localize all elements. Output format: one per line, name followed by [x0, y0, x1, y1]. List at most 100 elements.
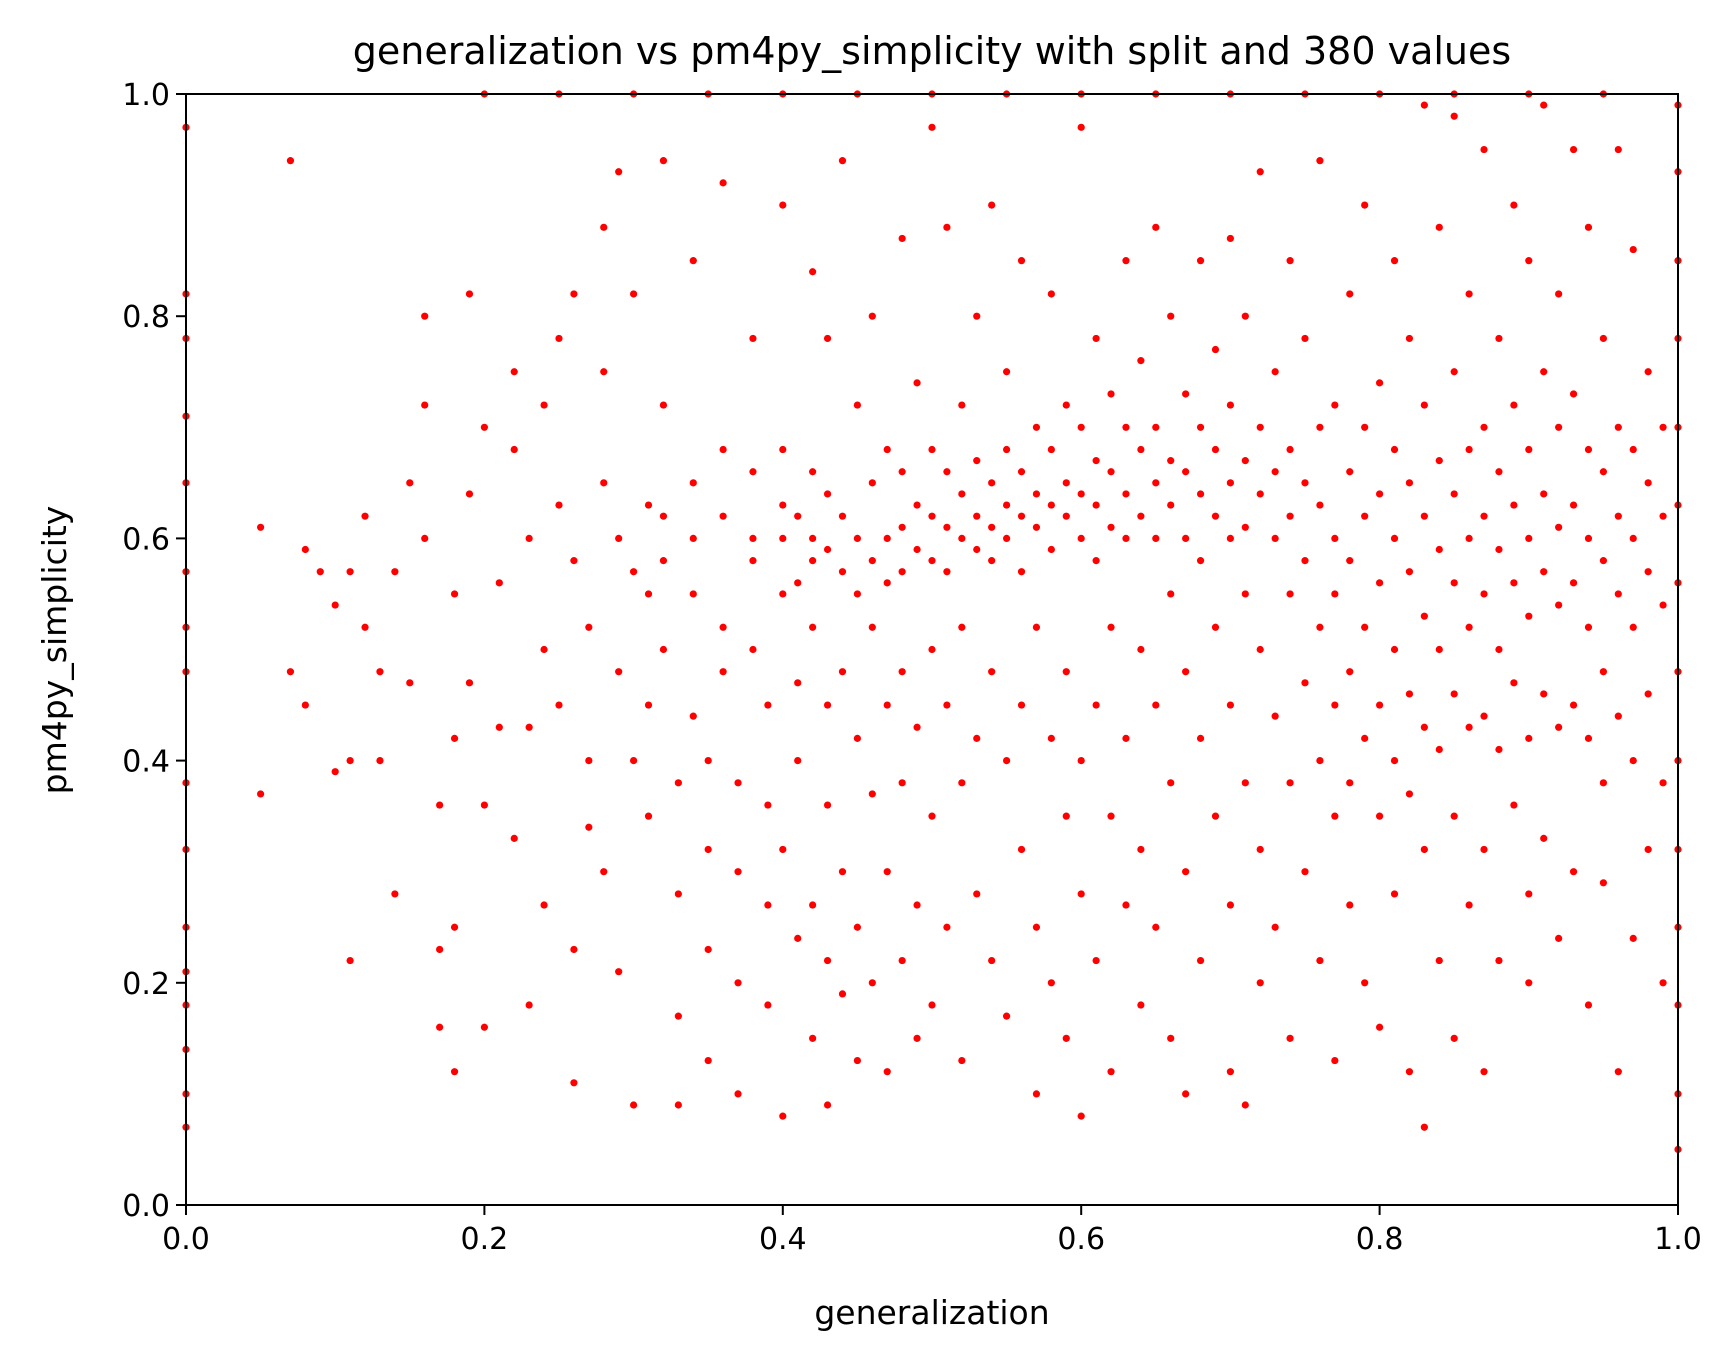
data-point	[1182, 468, 1190, 476]
data-point	[1211, 512, 1220, 520]
data-point	[1152, 479, 1160, 487]
data-point	[600, 368, 608, 376]
data-point	[1017, 701, 1026, 709]
data-point	[1361, 423, 1369, 431]
data-point	[1301, 479, 1309, 487]
data-point	[1032, 923, 1041, 931]
data-point	[1331, 401, 1339, 409]
data-point	[1435, 457, 1443, 465]
data-point	[510, 834, 518, 842]
data-point	[1301, 334, 1309, 343]
data-point	[943, 223, 951, 231]
data-point	[480, 801, 488, 809]
data-point	[1525, 890, 1533, 898]
data-point	[331, 601, 339, 609]
data-point	[1599, 334, 1607, 343]
data-point	[704, 845, 712, 854]
data-point	[1017, 568, 1026, 576]
data-point	[1241, 779, 1249, 787]
data-point	[450, 734, 459, 742]
data-point	[1614, 712, 1622, 720]
data-point	[1584, 223, 1593, 231]
data-point	[689, 712, 697, 720]
data-point	[1047, 501, 1055, 509]
data-point	[570, 1079, 578, 1087]
data-point	[1361, 623, 1369, 631]
data-point	[525, 534, 533, 543]
data-point	[1256, 645, 1264, 654]
x-axis: 0.0 0.2 0.4 0.6 0.8 1.0	[162, 1205, 1702, 1257]
y-axis: 0.0 0.2 0.4 0.6 0.8 1.0	[122, 78, 186, 1224]
data-point	[779, 534, 787, 543]
data-point	[510, 368, 518, 376]
data-point	[898, 468, 906, 476]
data-point	[555, 701, 563, 709]
data-point	[1346, 468, 1354, 476]
data-point	[1346, 779, 1354, 787]
data-point	[1450, 368, 1458, 376]
data-point	[1480, 590, 1488, 598]
data-point	[644, 501, 653, 509]
data-point	[1062, 1034, 1070, 1042]
data-point	[719, 668, 727, 676]
data-point	[1003, 368, 1011, 376]
data-point	[1271, 468, 1279, 476]
data-point	[1211, 345, 1220, 354]
data-point	[585, 623, 593, 631]
data-point	[1286, 590, 1294, 598]
data-point	[510, 445, 518, 454]
data-point	[1390, 757, 1399, 765]
data-point	[1032, 490, 1041, 498]
data-point	[1331, 590, 1339, 598]
data-point	[1346, 668, 1354, 676]
data-point	[1092, 334, 1100, 343]
data-point	[764, 1001, 772, 1009]
data-point	[988, 523, 996, 531]
data-point	[1122, 257, 1130, 265]
data-point	[1003, 534, 1011, 543]
data-point	[540, 645, 548, 654]
data-point	[1062, 479, 1070, 487]
data-point	[1226, 534, 1234, 543]
data-point	[1137, 845, 1145, 854]
data-point	[659, 557, 668, 565]
data-point	[1510, 579, 1518, 587]
data-point	[421, 401, 429, 409]
data-point	[988, 668, 996, 676]
data-point	[1241, 312, 1249, 320]
data-point	[1241, 523, 1249, 531]
data-point	[853, 401, 862, 409]
data-point	[361, 512, 369, 520]
data-point	[1092, 501, 1100, 509]
data-point	[1465, 901, 1473, 909]
data-point	[495, 723, 503, 731]
data-point	[1540, 490, 1548, 498]
data-point	[794, 934, 802, 942]
data-point	[1376, 379, 1384, 387]
data-point	[1017, 512, 1026, 520]
x-tick-label: 0.0	[162, 1222, 210, 1257]
data-point	[988, 479, 996, 487]
data-point	[1107, 812, 1115, 820]
data-point	[1450, 690, 1458, 698]
data-point	[958, 623, 966, 631]
data-point	[1614, 423, 1622, 431]
data-point	[749, 534, 757, 543]
data-point	[734, 868, 742, 876]
data-point	[1510, 501, 1518, 509]
data-point	[1376, 701, 1384, 709]
data-point	[749, 468, 757, 476]
data-point	[1659, 601, 1667, 609]
data-point	[421, 534, 429, 543]
data-point	[734, 1090, 742, 1098]
data-point	[391, 568, 399, 576]
data-point	[450, 1068, 459, 1076]
data-point	[1390, 445, 1399, 454]
x-tick-label: 1.0	[1654, 1222, 1702, 1257]
data-point	[1167, 501, 1175, 509]
data-point	[1525, 734, 1533, 742]
data-point	[1569, 868, 1578, 876]
data-point	[1107, 390, 1115, 398]
data-point	[1196, 557, 1205, 565]
y-tick-label: 0.4	[122, 745, 170, 780]
